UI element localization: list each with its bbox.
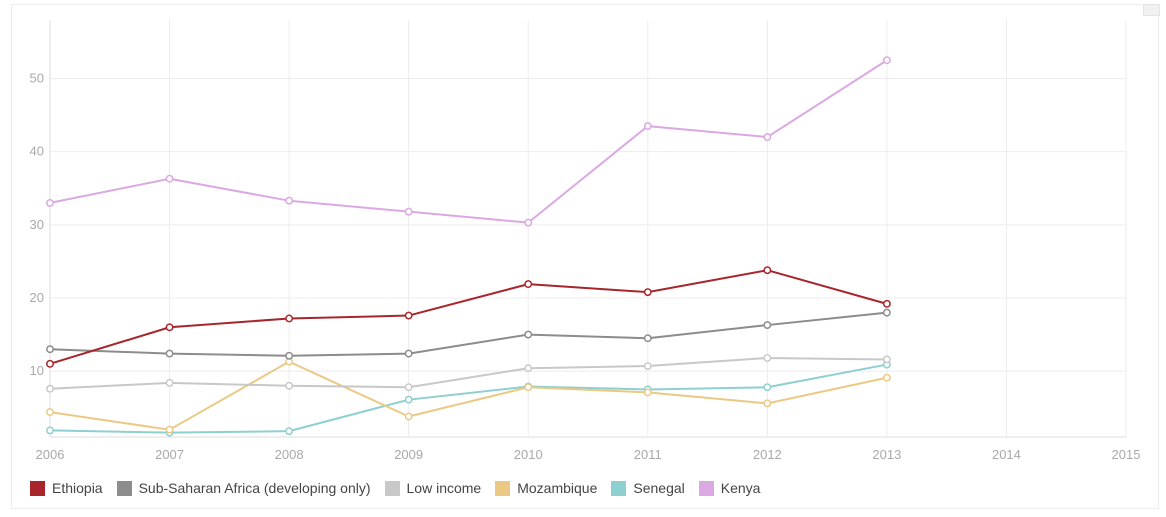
series-sub-saharan-africa-developing-only <box>46 308 891 360</box>
legend-swatch <box>495 480 511 496</box>
x-tick-label: 2013 <box>872 447 901 462</box>
data-point-low-income[interactable] <box>882 355 891 364</box>
data-point-low-income[interactable] <box>524 364 533 373</box>
x-tick-label: 2006 <box>36 447 65 462</box>
legend-label: Sub-Saharan Africa (developing only) <box>138 480 371 496</box>
series-kenya <box>46 56 891 227</box>
data-point-low-income[interactable] <box>763 354 772 362</box>
data-point-kenya[interactable] <box>763 133 772 142</box>
data-point-kenya[interactable] <box>524 218 533 227</box>
data-point-senegal[interactable] <box>404 395 413 404</box>
series-line-mozambique <box>49 360 888 431</box>
data-point-sub-saharan-africa-developing-only[interactable] <box>524 330 533 339</box>
legend-item-low-income[interactable]: Low income <box>384 480 482 496</box>
data-point-kenya[interactable] <box>165 174 174 183</box>
legend-swatch <box>384 480 400 496</box>
series-line-ethiopia <box>49 269 888 365</box>
y-tick-label: 10 <box>30 363 44 378</box>
grid <box>49 20 1127 437</box>
data-point-mozambique[interactable] <box>404 412 413 421</box>
data-point-senegal[interactable] <box>46 426 54 435</box>
legend-label: Low income <box>406 480 482 496</box>
data-point-ethiopia[interactable] <box>165 323 174 332</box>
data-point-mozambique[interactable] <box>643 388 652 397</box>
data-point-kenya[interactable] <box>46 198 54 207</box>
data-point-ethiopia[interactable] <box>882 299 891 308</box>
data-point-ethiopia[interactable] <box>285 314 294 323</box>
series-senegal <box>46 360 891 437</box>
legend-item-sub-saharan-africa-developing-only[interactable]: Sub-Saharan Africa (developing only) <box>116 480 371 496</box>
legend-item-ethiopia[interactable]: Ethiopia <box>30 480 103 496</box>
legend-label: Mozambique <box>517 480 598 496</box>
x-tick-label: 2012 <box>753 447 782 462</box>
legend-item-mozambique[interactable]: Mozambique <box>495 480 597 496</box>
data-point-sub-saharan-africa-developing-only[interactable] <box>404 349 413 358</box>
legend-item-senegal[interactable]: Senegal <box>611 480 685 496</box>
y-tick-label: 20 <box>30 290 44 305</box>
series-line-senegal <box>49 363 888 434</box>
data-point-sub-saharan-africa-developing-only[interactable] <box>882 308 891 317</box>
data-point-mozambique[interactable] <box>165 425 174 434</box>
series-line-kenya <box>49 59 888 224</box>
series-lines <box>46 56 891 437</box>
data-point-sub-saharan-africa-developing-only[interactable] <box>165 349 174 358</box>
legend-swatch <box>30 480 45 496</box>
data-point-low-income[interactable] <box>165 378 174 387</box>
legend-swatch <box>116 480 132 496</box>
x-tick-label: 2015 <box>1112 447 1141 462</box>
legend-label: Kenya <box>720 480 761 496</box>
axes <box>49 20 1126 438</box>
series-mozambique <box>46 357 891 434</box>
data-point-kenya[interactable] <box>404 207 413 216</box>
data-point-low-income[interactable] <box>46 384 54 393</box>
data-point-kenya[interactable] <box>285 196 294 205</box>
series-low-income <box>46 354 891 393</box>
series-line-sub-saharan-africa-developing-only <box>49 311 887 357</box>
data-point-kenya[interactable] <box>882 56 891 65</box>
x-tick-label: 2007 <box>155 447 184 462</box>
legend-swatch <box>698 480 714 496</box>
data-point-ethiopia[interactable] <box>46 359 54 368</box>
data-point-ethiopia[interactable] <box>524 280 533 289</box>
x-tick-label: 2009 <box>394 447 423 462</box>
x-tick-label: 2010 <box>514 447 543 462</box>
y-tick-label: 50 <box>30 71 44 86</box>
data-point-mozambique[interactable] <box>882 373 891 382</box>
data-point-sub-saharan-africa-developing-only[interactable] <box>285 351 294 360</box>
tick-labels: 2006 2007 2008 2009 2010 2011 2012 2013 2014 2015… <box>30 71 1141 462</box>
y-tick-label: 40 <box>30 144 44 159</box>
legend: Ethiopia Sub-Saharan Africa (developing o… <box>30 478 774 498</box>
data-point-low-income[interactable] <box>285 381 294 390</box>
series-line-low-income <box>49 356 887 390</box>
legend-label: Senegal <box>633 480 685 496</box>
data-point-mozambique[interactable] <box>763 399 772 408</box>
legend-swatch <box>611 480 627 496</box>
data-point-mozambique[interactable] <box>524 383 533 392</box>
chart-frame <box>11 4 1159 509</box>
x-tick-label: 2014 <box>992 447 1021 462</box>
data-point-low-income[interactable] <box>643 362 652 370</box>
data-point-sub-saharan-africa-developing-only[interactable] <box>46 345 54 354</box>
series-ethiopia <box>46 266 891 368</box>
legend-label: Ethiopia <box>52 480 103 496</box>
chart-menu-tab[interactable] <box>1143 4 1160 16</box>
data-point-sub-saharan-africa-developing-only[interactable] <box>643 334 652 343</box>
data-point-senegal[interactable] <box>285 427 294 436</box>
data-point-senegal[interactable] <box>763 383 772 392</box>
data-point-ethiopia[interactable] <box>404 311 413 320</box>
x-tick-label: 2008 <box>275 447 304 462</box>
data-point-ethiopia[interactable] <box>643 288 652 297</box>
y-tick-label: 30 <box>30 217 44 232</box>
data-point-mozambique[interactable] <box>46 408 54 417</box>
legend-item-kenya[interactable]: Kenya <box>698 480 761 496</box>
data-point-ethiopia[interactable] <box>763 266 772 275</box>
data-point-sub-saharan-africa-developing-only[interactable] <box>763 321 772 330</box>
x-tick-label: 2011 <box>634 447 662 462</box>
data-point-kenya[interactable] <box>643 122 652 131</box>
data-point-low-income[interactable] <box>404 383 413 392</box>
